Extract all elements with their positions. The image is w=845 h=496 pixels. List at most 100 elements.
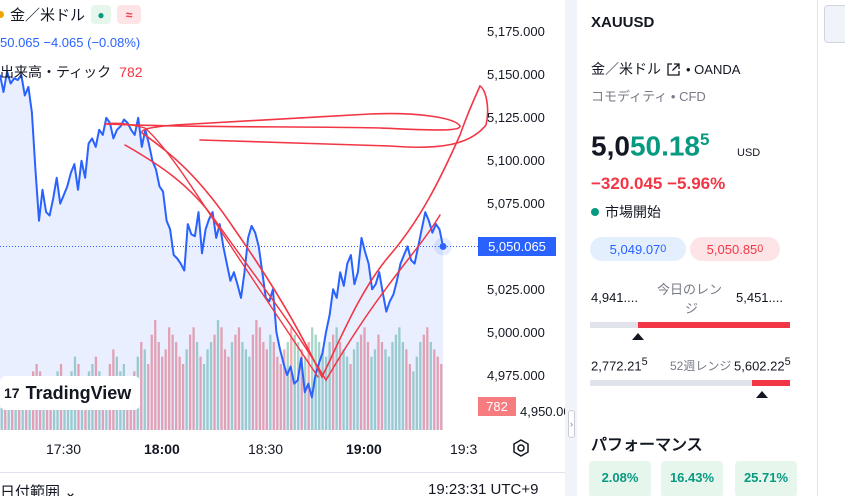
collapse-handle-icon[interactable]: › [568,410,575,438]
volume-bar [21,400,24,430]
volume-bar [311,327,314,430]
volume-bar [398,327,401,430]
volume-bar [164,349,167,430]
panel-change: −320.045 −5.96% [591,174,726,193]
volume-bar [325,356,328,430]
tradingview-mark-icon: 17 [4,385,20,401]
ask-price-pill[interactable]: 5,050.85 0 [690,237,780,261]
panel-splitter[interactable] [565,0,577,496]
volume-bar [321,349,324,430]
volume-bar [209,342,213,430]
panel-name[interactable]: 金／米ドル [591,61,661,77]
volume-bar [202,364,206,430]
volume-bar [405,349,408,430]
volume-bar [241,342,244,430]
volume-bar [283,349,286,430]
chart-area[interactable]: 金／米ドル ● ≈ 50.065 −4.065 (−0.08%) 出来高・ティッ… [0,0,565,496]
volume-bar [7,393,10,430]
volume-bar [433,349,436,430]
volume-bar [195,342,199,430]
volume-bar [181,364,185,430]
volume-bar [394,334,398,430]
tradingview-logo[interactable]: 17 TradingView [0,376,140,410]
day-range-bar [590,322,790,328]
panel-currency: USD [737,147,761,159]
volume-bar [178,356,181,430]
week-range-high: 5,602.225 [734,356,791,373]
document-icon[interactable] [824,5,845,43]
panel-last-price: 5,050.185 [591,130,709,162]
volume-bar [335,327,338,430]
panel-exchange[interactable]: • OANDA [686,61,741,77]
date-range-button[interactable]: 日付範囲 ⌄ [0,481,77,496]
price-axis-label: 5,150.000 [487,67,545,82]
volume-bar [290,327,293,430]
day-range-caption-1: 今日のレン [657,282,723,297]
price-axis-label: 5,100.000 [487,153,545,168]
volume-bar [300,349,303,430]
volume-bar [377,334,380,430]
volume-bar [161,356,164,430]
volume-legend[interactable]: 出来高・ティック 782 [0,62,143,82]
symbol-legend[interactable]: 金／米ドル ● ≈ [0,4,142,25]
price-axis-label: 5,025.000 [487,282,545,297]
price-axis-label: 4,950.000 [520,404,565,419]
volume-bar [345,356,349,430]
volume-value: 782 [119,64,143,80]
volume-bar [227,356,230,430]
volume-bar [352,349,356,430]
volume-bar [384,349,387,430]
volume-bar [338,342,342,430]
volume-bar [412,371,415,430]
last-point-dot [439,242,447,250]
volume-bar [0,408,3,430]
volume-bar [220,327,223,430]
ask-sup: 0 [757,243,764,255]
week-high-value: 5,602.22 [734,358,785,374]
external-link-icon[interactable] [666,62,681,77]
current-price-tag: 5,050.065 [478,237,556,256]
panel-symbol[interactable]: XAUUSD [591,14,655,31]
day-range-fill [638,322,790,328]
volume-bar [143,349,146,430]
performance-card[interactable]: 16.43% [661,461,723,496]
volume-bar [18,393,21,430]
volume-bar [255,320,258,430]
market-open-icon [591,208,599,216]
volume-bar [258,327,262,430]
volume-bar [370,356,373,430]
bid-price-pill[interactable]: 5,049.07 0 [590,237,686,261]
status-dot-icon [0,11,4,18]
volume-bar [391,342,394,430]
performance-card[interactable]: 2.08% [589,461,651,496]
market-open-badge[interactable]: ● [91,5,112,24]
volume-bar [436,356,439,430]
volume-bar [276,356,279,430]
delayed-data-badge[interactable]: ≈ [117,5,142,24]
price-axis-label: 4,975.000 [487,368,545,383]
volume-bar [363,327,366,430]
chevron-down-icon: ⌄ [64,484,77,496]
annotation-loop [104,84,489,379]
settings-gear-icon[interactable] [511,438,531,458]
volume-bar [408,364,412,430]
volume-tag: 782 [478,397,516,416]
volume-bar [251,334,255,430]
tradingview-wordmark: TradingView [25,382,132,403]
volume-bar [314,334,317,430]
volume-bar [154,320,157,430]
bottom-toolbar: 日付範囲 ⌄ 19:23:31 UTC+9 [0,472,565,496]
date-range-label: 日付範囲 [0,484,61,496]
volume-bar [356,342,359,430]
time-axis-label: 18:30 [248,441,284,457]
clock-timezone[interactable]: 19:23:31 UTC+9 [428,481,539,496]
price-sup: 5 [700,130,710,149]
symbol-title: 金／米ドル [10,7,86,24]
performance-card[interactable]: 25.71% [735,461,797,496]
volume-bar [328,342,331,430]
volume-bar [415,356,418,430]
volume-bar [234,334,237,430]
volume-bar [213,334,216,430]
volume-bar [366,342,370,430]
price-axis-label: 5,175.000 [487,24,545,39]
